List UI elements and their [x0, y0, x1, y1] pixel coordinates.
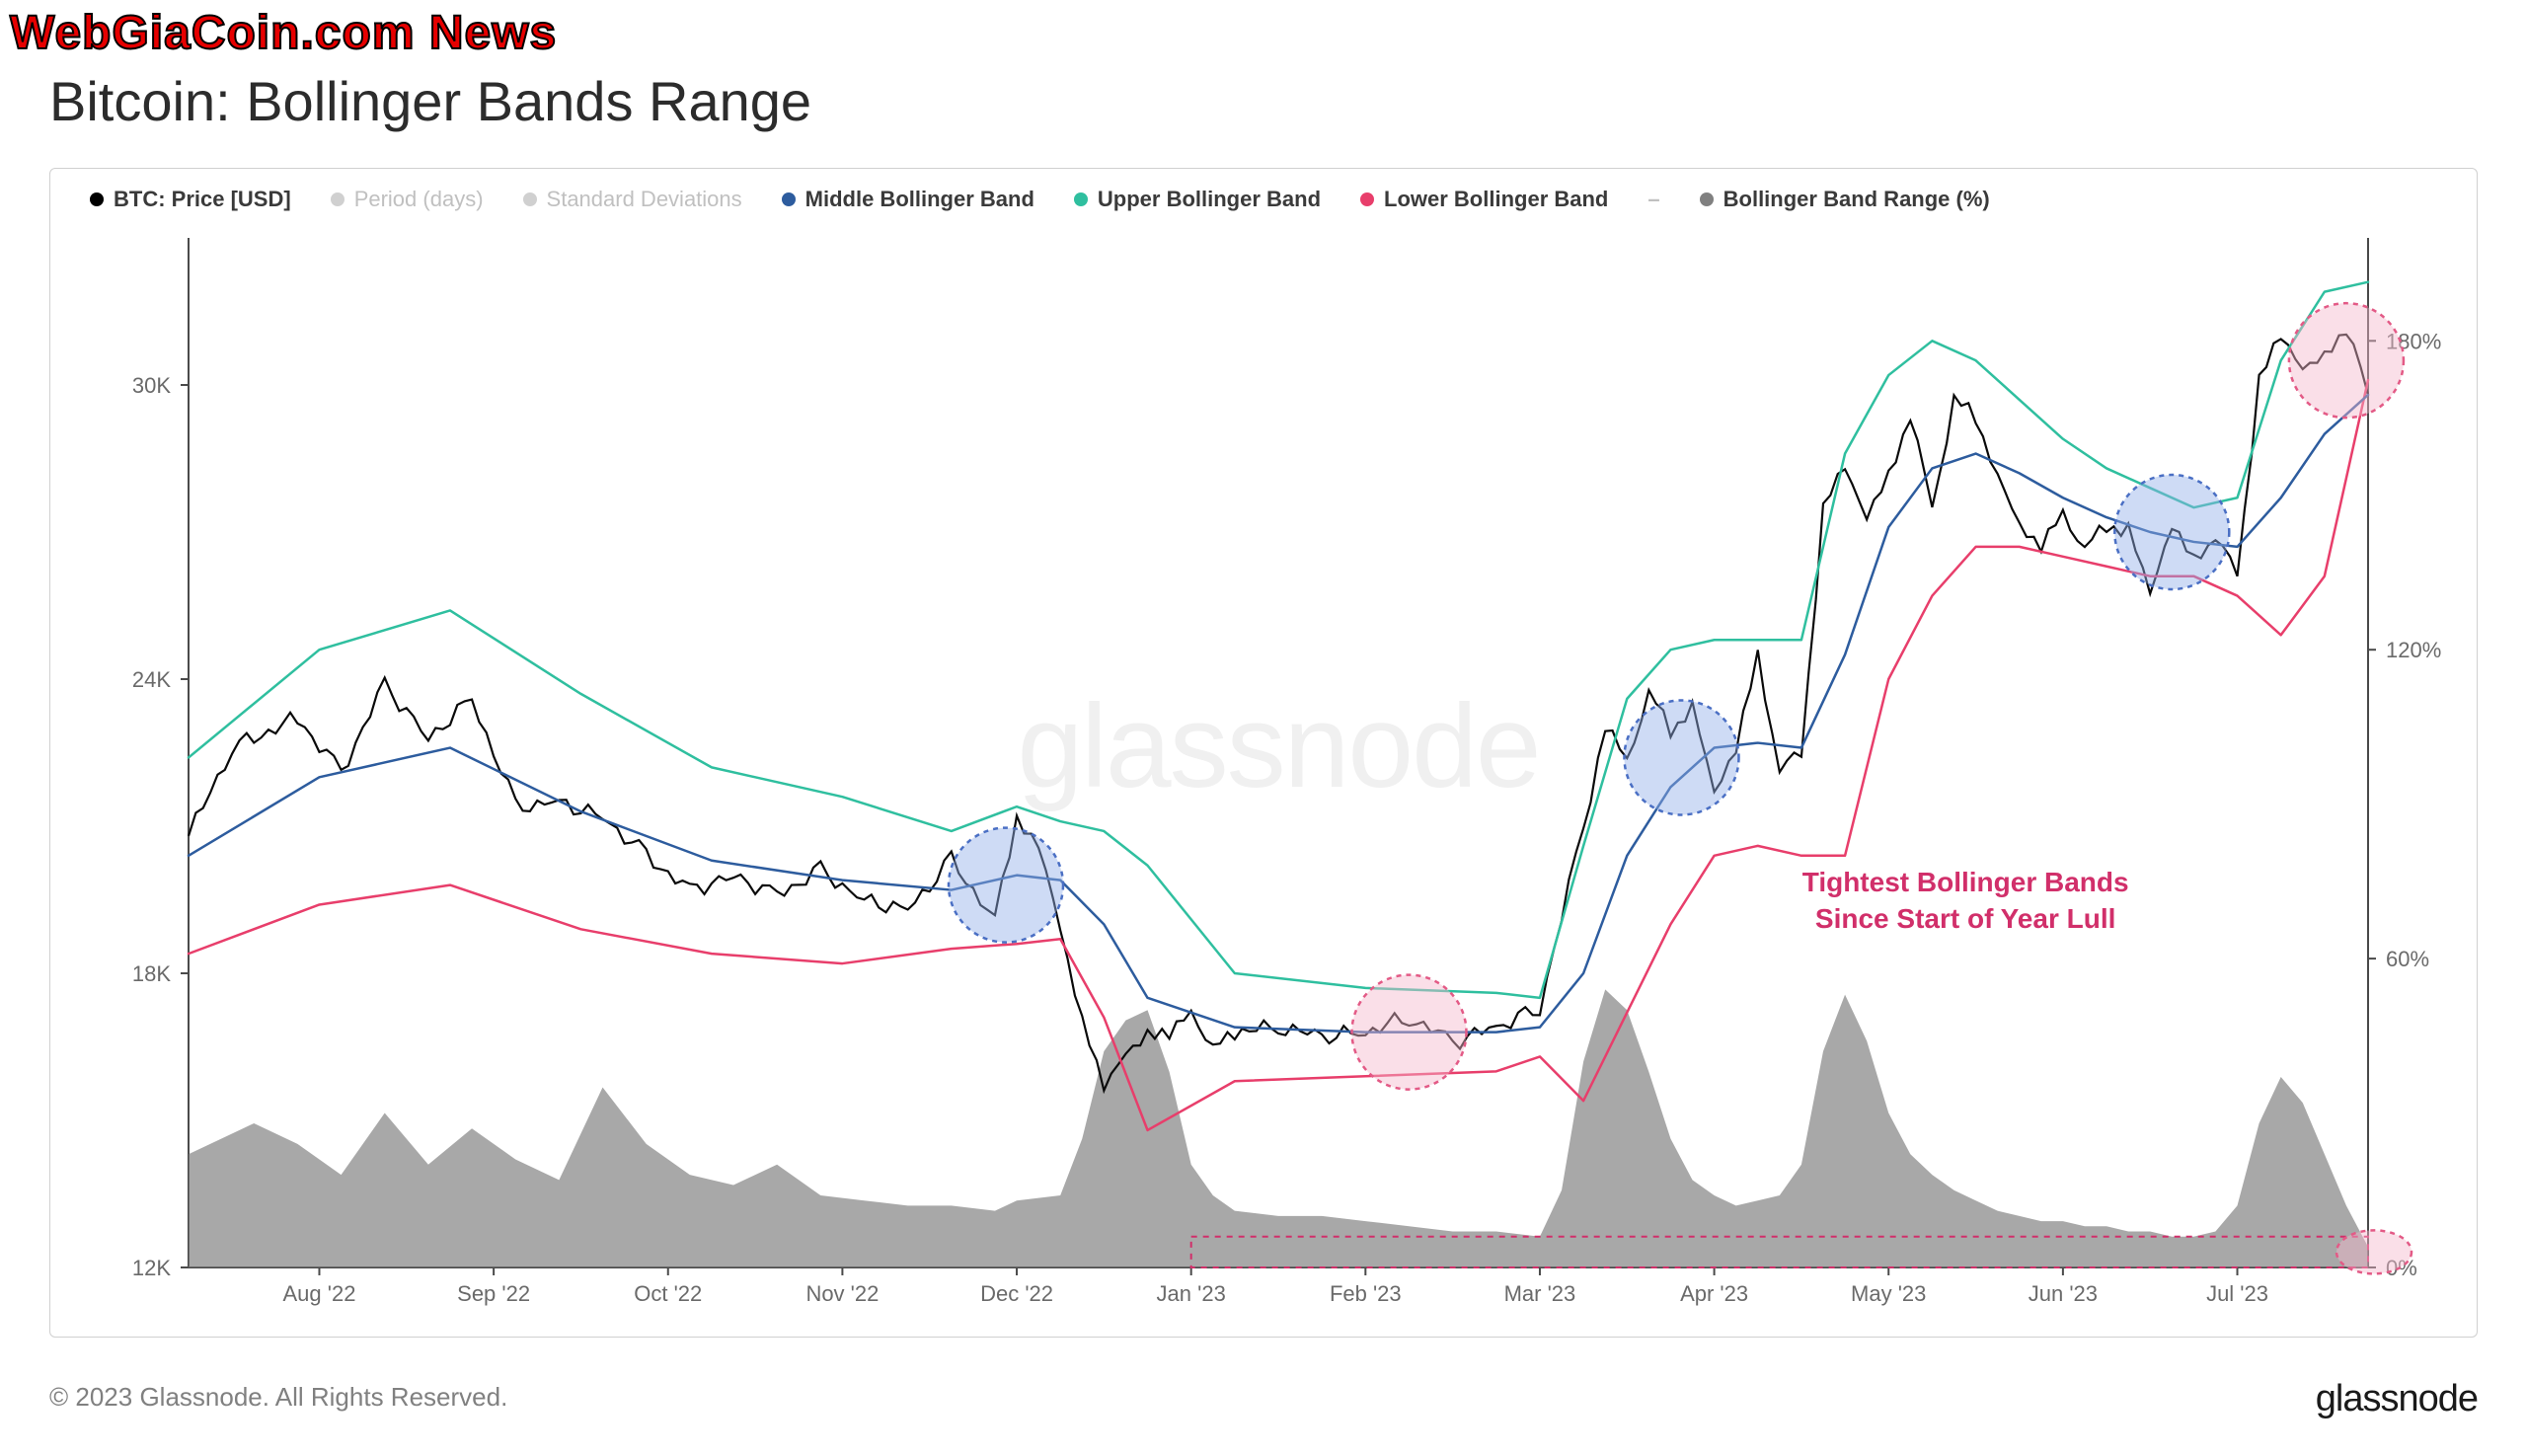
legend-label: Bollinger Band Range (%): [1723, 187, 1990, 212]
annotation-text-line: Tightest Bollinger Bands: [1802, 865, 2129, 900]
y-right-tick-label: 60%: [2386, 947, 2429, 971]
x-tick-label: Mar '23: [1504, 1281, 1576, 1306]
footer-logo: glassnode: [2316, 1378, 2478, 1420]
series-range-area: [189, 989, 2368, 1267]
legend-item[interactable]: Middle Bollinger Band: [782, 187, 1034, 212]
annotation-end-ellipse: [2336, 1230, 2412, 1273]
legend-dot-icon: [331, 192, 345, 206]
legend-item[interactable]: Standard Deviations: [523, 187, 742, 212]
x-tick-label: Jun '23: [2029, 1281, 2098, 1306]
legend-label: Middle Bollinger Band: [805, 187, 1034, 212]
chart-svg: 12K18K24K30K0%60%120%180%Aug '22Sep '22O…: [189, 238, 2368, 1267]
x-tick-label: Feb '23: [1330, 1281, 1402, 1306]
footer-copyright: © 2023 Glassnode. All Rights Reserved.: [49, 1382, 507, 1413]
plot-area: glassnode 12K18K24K30K0%60%120%180%Aug '…: [189, 238, 2368, 1267]
legend-label: BTC: Price [USD]: [114, 187, 291, 212]
legend-label: Period (days): [354, 187, 484, 212]
x-tick-label: Oct '22: [634, 1281, 702, 1306]
legend-dot-icon: [90, 192, 104, 206]
legend-item[interactable]: –: [1647, 187, 1659, 212]
chart-frame: BTC: Price [USD] Period (days) Standard De…: [49, 168, 2478, 1338]
legend-item[interactable]: Bollinger Band Range (%): [1700, 187, 1990, 212]
x-tick-label: Jan '23: [1157, 1281, 1226, 1306]
x-tick-label: Sep '22: [457, 1281, 530, 1306]
annotation-circle: [949, 828, 1063, 943]
y-left-tick-label: 12K: [132, 1256, 171, 1280]
legend-dot-icon: [1700, 192, 1714, 206]
y-left-tick-label: 30K: [132, 373, 171, 398]
annotation-text: Tightest Bollinger BandsSince Start of Y…: [1802, 865, 2129, 937]
legend-label: –: [1647, 187, 1659, 212]
annotation-circle: [1624, 700, 1738, 814]
legend-label: Upper Bollinger Band: [1098, 187, 1321, 212]
legend: BTC: Price [USD] Period (days) Standard De…: [90, 187, 1990, 212]
x-tick-label: Apr '23: [1680, 1281, 1748, 1306]
x-tick-label: Nov '22: [805, 1281, 879, 1306]
legend-item[interactable]: Upper Bollinger Band: [1074, 187, 1321, 212]
annotation-circle: [2114, 475, 2229, 589]
legend-dot-icon: [523, 192, 537, 206]
legend-item[interactable]: Period (days): [331, 187, 484, 212]
x-tick-label: Jul '23: [2206, 1281, 2268, 1306]
legend-dot-icon: [1074, 192, 1088, 206]
legend-item[interactable]: Lower Bollinger Band: [1360, 187, 1608, 212]
legend-dot-icon: [782, 192, 796, 206]
annotation-text-line: Since Start of Year Lull: [1802, 901, 2129, 937]
y-left-tick-label: 18K: [132, 961, 171, 986]
legend-dot-icon: [1360, 192, 1374, 206]
series-lower-band: [189, 380, 2368, 1130]
annotation-circle: [2289, 303, 2404, 418]
annotation-circle: [1351, 975, 1466, 1090]
legend-label: Lower Bollinger Band: [1384, 187, 1608, 212]
y-left-tick-label: 24K: [132, 667, 171, 692]
x-tick-label: May '23: [1851, 1281, 1926, 1306]
overlay-title: WebGiaCoin.com News: [10, 6, 557, 60]
x-tick-label: Aug '22: [283, 1281, 356, 1306]
x-tick-label: Dec '22: [980, 1281, 1053, 1306]
legend-item[interactable]: BTC: Price [USD]: [90, 187, 291, 212]
legend-label: Standard Deviations: [547, 187, 742, 212]
y-right-tick-label: 120%: [2386, 638, 2441, 662]
chart-title: Bitcoin: Bollinger Bands Range: [49, 69, 811, 133]
